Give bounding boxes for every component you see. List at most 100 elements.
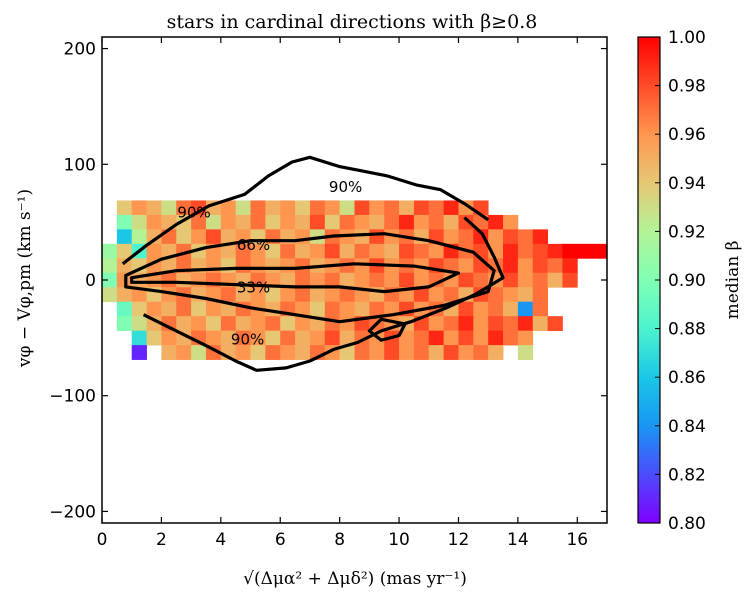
heatmap-cell [191, 214, 207, 230]
x-tick-label: 4 [215, 530, 226, 550]
contour-line [124, 232, 496, 324]
heatmap-cell [384, 272, 400, 288]
contour-label: 90% [177, 203, 210, 221]
heatmap-cell [146, 200, 162, 216]
heatmap-cell [458, 301, 474, 317]
heatmap-cell [324, 200, 341, 216]
heatmap-cell [205, 301, 222, 317]
heatmap-cell [295, 200, 311, 216]
heatmap-cell [443, 258, 459, 274]
heatmap-cell [369, 301, 385, 317]
contour-line [367, 317, 407, 342]
heatmap-cell [384, 214, 400, 230]
heatmap-cell [517, 345, 534, 360]
heatmap-cell [295, 330, 311, 346]
heatmap-cell [280, 330, 296, 346]
heatmap-cell [309, 243, 326, 259]
heatmap-cell [399, 200, 415, 216]
heatmap-cell [488, 214, 504, 230]
heatmap-cell [280, 316, 296, 332]
heatmap-cell [250, 200, 266, 216]
heatmap-cell [220, 287, 237, 303]
heatmap-cell [413, 200, 430, 216]
chart-title: stars in cardinal directions with β≥0.8 [167, 11, 538, 33]
heatmap-cell [235, 243, 251, 259]
heatmap-cell [250, 287, 266, 303]
heatmap-cell [191, 200, 207, 216]
heatmap-cell [339, 272, 355, 288]
heatmap-cell [250, 330, 266, 346]
heatmap-cell [369, 214, 385, 230]
heatmap-cell [116, 214, 133, 230]
heatmap-cell [146, 214, 162, 230]
colorbar-tick-label: 0.86 [668, 368, 706, 388]
heatmap-cell [161, 345, 177, 360]
heatmap-cell [146, 316, 162, 332]
heatmap-cell [532, 272, 548, 288]
heatmap-cell [503, 330, 519, 346]
heatmap-cell [220, 316, 237, 332]
heatmap-cell [413, 272, 430, 288]
x-tick-label: 10 [388, 530, 410, 550]
heatmap-cell [131, 301, 147, 317]
heatmap-cell [503, 229, 519, 245]
heatmap-cell [547, 258, 563, 274]
heatmap-cell [517, 316, 534, 332]
heatmap-cell [428, 316, 445, 332]
heatmap-cell [146, 272, 162, 288]
heatmap-cell [161, 330, 177, 346]
heatmap-cell [369, 200, 385, 216]
heatmap-cell [280, 200, 296, 216]
heatmap-cell [517, 287, 534, 303]
colorbar-tick-label: 1.00 [668, 28, 706, 48]
x-tick-label: 6 [275, 530, 286, 550]
y-tick-label: 100 [64, 155, 96, 175]
heatmap-cell [458, 316, 474, 332]
heatmap-cell [235, 345, 251, 360]
heatmap-cell [280, 243, 296, 259]
heatmap-cell [354, 258, 370, 274]
heatmap-cell [146, 330, 162, 346]
heatmap-cell [458, 330, 474, 346]
heatmap-cell [399, 272, 415, 288]
heatmap-cell [339, 345, 355, 360]
plot-area: 33% 66% 90% 90% 90% 0 2 4 6 8 10 12 14 16 −200 −100 0 1… [49, 36, 608, 550]
contour-labels: 33% 66% 90% 90% 90% [177, 178, 362, 349]
colorbar-tick-label: 0.80 [668, 514, 706, 534]
heatmap-cell [265, 345, 281, 360]
heatmap-cell [473, 316, 489, 332]
heatmap-cell [339, 301, 355, 317]
heatmap-cell [116, 287, 133, 303]
heatmap-cell [354, 229, 370, 245]
heatmap-cell [161, 316, 177, 332]
contour-label: 33% [237, 279, 270, 297]
heatmap-cell [547, 316, 563, 332]
contour-line [130, 262, 461, 294]
heatmap-cell [473, 243, 489, 259]
heatmap-cell [250, 345, 266, 360]
heatmap-cell [295, 214, 311, 230]
heatmap-cell [131, 214, 147, 230]
heatmap-cell [503, 243, 519, 259]
heatmap-cell [309, 287, 326, 303]
heatmap-cell [295, 345, 311, 360]
heatmap-cell [220, 200, 237, 216]
heatmap-cell [354, 214, 370, 230]
heatmap-cell [532, 316, 548, 332]
heatmap-cell [503, 272, 519, 288]
heatmap-cell [384, 345, 400, 360]
heatmap-cell [517, 243, 534, 259]
heatmap-cell [339, 287, 355, 303]
heatmap-cell [399, 214, 415, 230]
heatmap-cell [428, 287, 445, 303]
heatmap-cell [235, 200, 251, 216]
heatmap-cell [220, 330, 237, 346]
heatmap-cell [532, 258, 548, 274]
heatmap-cell [488, 345, 504, 360]
heatmap-cell [131, 330, 147, 346]
heatmap-cell [146, 229, 162, 245]
heatmap-cell [280, 272, 296, 288]
heatmap-cell [339, 200, 355, 216]
heatmap-cell [399, 345, 415, 360]
heatmap-cell [339, 214, 355, 230]
